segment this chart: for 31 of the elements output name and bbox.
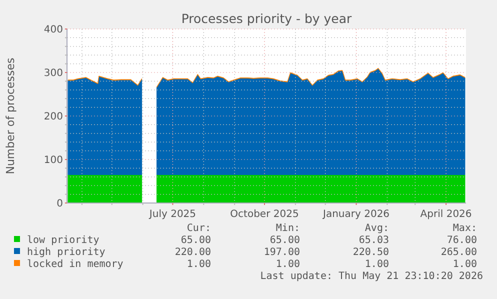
legend-label: locked in memory xyxy=(27,259,124,270)
x-tick-label: October 2025 xyxy=(230,209,299,220)
y-tick-label: 100 xyxy=(44,155,63,166)
legend-label: high priority xyxy=(27,247,106,258)
text: 65.00 xyxy=(180,235,211,246)
chart-title: Processes priority - by year xyxy=(181,11,353,26)
text: 1.00 xyxy=(364,259,389,270)
text: 1.00 xyxy=(276,259,300,270)
text: 1.00 xyxy=(452,259,477,270)
text: 1.00 xyxy=(186,259,211,270)
x-tick-label: July 2025 xyxy=(148,209,196,220)
text: Avg: xyxy=(364,223,389,234)
y-tick-label: 200 xyxy=(44,112,63,122)
y-tick-label: 400 xyxy=(44,24,63,36)
y-tick-label: 0 xyxy=(56,198,63,210)
x-tick-label: April 2026 xyxy=(420,209,472,220)
text: Last update: Thu May 21 23:10:20 2026 xyxy=(260,271,483,282)
y-axis-title: Number of processes xyxy=(4,57,17,174)
text: 197.00 xyxy=(264,247,300,258)
text: 65.00 xyxy=(270,235,300,246)
x-tick-label: January 2026 xyxy=(322,209,390,220)
text: 220.00 xyxy=(174,247,211,258)
text: Min: xyxy=(276,223,300,234)
y-tick-label: 300 xyxy=(44,68,63,79)
text: Cur: xyxy=(186,223,211,234)
text: 265.00 xyxy=(440,247,477,258)
text: 76.00 xyxy=(446,235,477,246)
text: 220.50 xyxy=(352,247,389,258)
text: 65.03 xyxy=(358,235,389,246)
legend-label: low priority xyxy=(27,235,100,246)
text: Max: xyxy=(452,223,477,234)
